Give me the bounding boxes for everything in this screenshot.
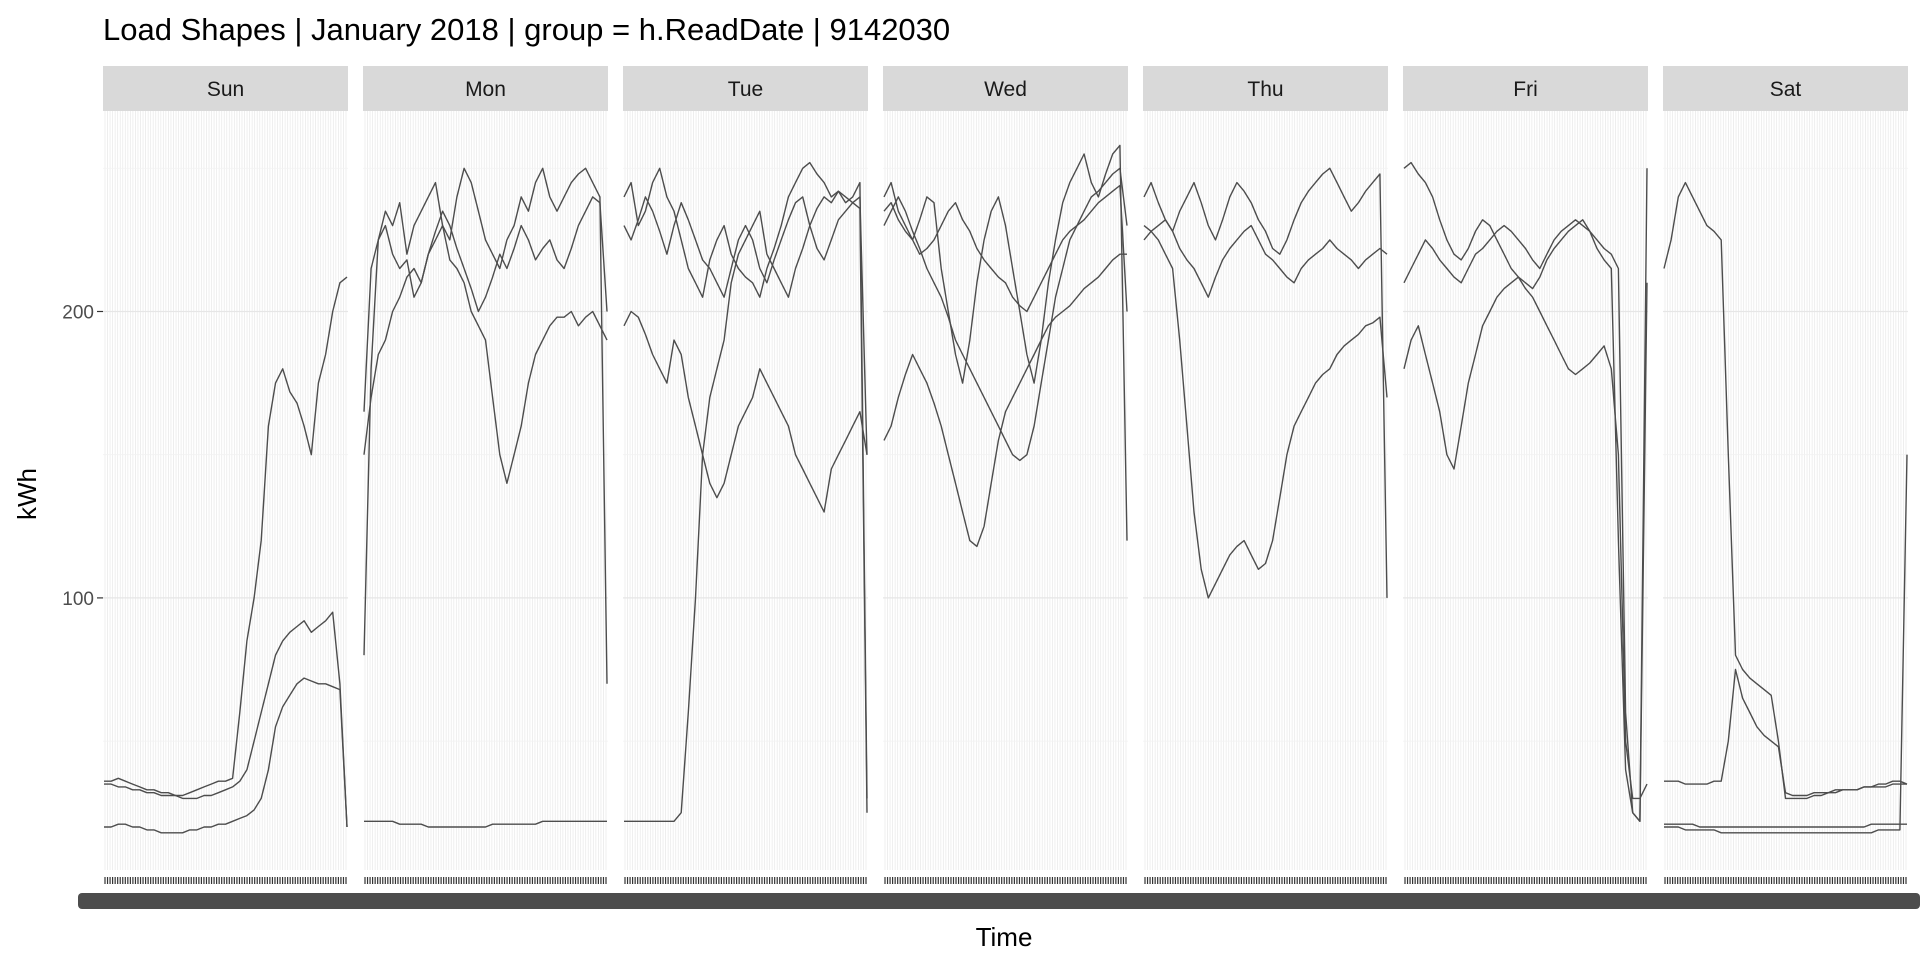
load-line-sun-0 [104, 276, 348, 797]
load-line-thu-15 [1143, 167, 1388, 598]
load-line-mon-4 [363, 196, 608, 412]
chart-title: Load Shapes | January 2018 | group = h.R… [103, 12, 950, 47]
facet-label-sun: Sun [207, 78, 244, 101]
load-line-fri-18 [1403, 161, 1648, 822]
load-line-thu-17 [1143, 225, 1388, 599]
x-axis-title: Time [976, 922, 1033, 952]
load-line-sat-22 [1664, 668, 1907, 797]
load-line-tue-10 [624, 190, 868, 822]
load-line-mon-5 [364, 820, 607, 828]
y-tick-label: 100 [62, 589, 94, 610]
load-line-mon-3 [363, 167, 608, 684]
y-axis-title: kWh [12, 468, 42, 520]
load-line-sat-24 [1664, 454, 1908, 834]
load-line-sun-2 [104, 677, 348, 834]
facet-strip-tue [623, 66, 868, 111]
facet-strip-mon [363, 66, 608, 111]
facet-panel-sun: Sun [103, 66, 348, 870]
x-axis [78, 877, 1920, 909]
load-line-fri-20 [1403, 276, 1648, 800]
x-axis-overplotted-tick-labels [78, 893, 1920, 909]
facet-panel-mon: Mon [363, 66, 608, 870]
facet-panel-sat: Sat [1663, 66, 1908, 870]
facet-strip-thu [1143, 66, 1388, 111]
facet-panel-thu: Thu [1143, 66, 1388, 870]
y-axis: 100 200 [62, 302, 103, 610]
y-tick-label: 200 [62, 302, 94, 323]
facet-label-wed: Wed [984, 78, 1027, 101]
facet-label-fri: Fri [1513, 78, 1538, 101]
facet-label-mon: Mon [465, 78, 506, 101]
facet-panel-wed: Wed [883, 66, 1128, 870]
load-line-fri-19 [1403, 219, 1648, 822]
load-line-mon-6 [363, 224, 608, 484]
load-line-tue-8 [623, 196, 868, 455]
facet-label-tue: Tue [728, 78, 763, 101]
load-line-wed-13 [883, 253, 1127, 548]
facet-label-sat: Sat [1770, 78, 1802, 101]
facet-strip-fri [1403, 66, 1648, 111]
facet-panels: Sun Mon Tue Wed Thu Fri Sat [103, 66, 1908, 870]
facet-strip-wed [883, 66, 1128, 111]
facet-label-thu: Thu [1247, 78, 1283, 101]
load-line-wed-14 [883, 167, 1128, 462]
load-line-wed-11 [883, 144, 1128, 541]
facet-panel-fri: Fri [1403, 66, 1648, 870]
load-line-thu-16 [1143, 219, 1388, 298]
load-line-tue-9 [623, 310, 868, 513]
load-line-tue-7 [623, 161, 868, 799]
facet-panel-tue: Tue [623, 66, 868, 870]
load-line-sat-23 [1664, 823, 1907, 828]
load-line-wed-12 [883, 184, 1128, 313]
load-line-sun-1 [104, 611, 348, 828]
facet-strip-sat [1663, 66, 1908, 111]
facet-strip-sun [103, 66, 348, 111]
